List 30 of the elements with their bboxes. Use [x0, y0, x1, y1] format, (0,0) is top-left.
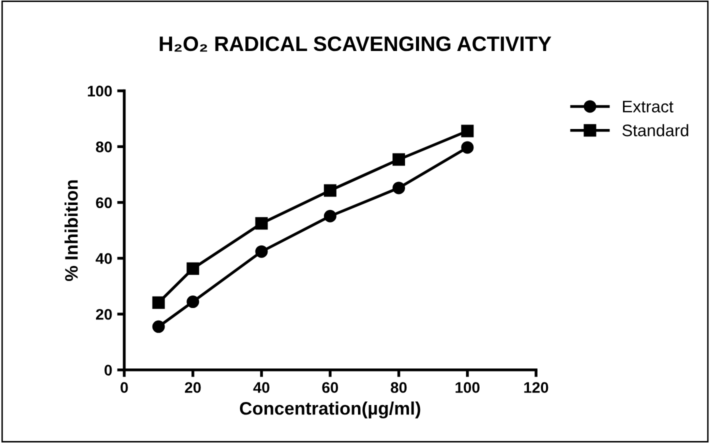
y-tick-label: 100 [88, 86, 112, 96]
point [255, 245, 268, 258]
point [461, 141, 474, 154]
legend-label: Standard [622, 124, 688, 136]
x-tick-label: 20 [184, 382, 201, 393]
y-tick-label: 40 [96, 253, 112, 264]
y-tick-label: 20 [96, 308, 112, 320]
point [186, 296, 200, 308]
point [324, 210, 336, 222]
x-tick-label: 100 [456, 382, 480, 393]
x-axis-title: Concentration(µg/ml) [240, 402, 420, 418]
x-tick-label: 120 [524, 382, 548, 393]
point [255, 217, 268, 230]
x-tick-label: 60 [322, 382, 338, 393]
x-tick-label: 80 [390, 382, 407, 393]
point [392, 182, 406, 194]
chart-title: H₂O₂ RADICAL SCAVENGING ACTIVITY [160, 36, 552, 52]
x-tick-label: 40 [253, 382, 270, 393]
y-tick-label: 60 [96, 197, 112, 208]
y-axis-title: % Inhibition [64, 180, 78, 282]
point [152, 320, 165, 333]
point [461, 124, 474, 138]
point [324, 184, 336, 197]
y-tick-label: 80 [96, 142, 112, 152]
y-tick-label: 0 [104, 364, 112, 376]
x-tick-label: 0 [120, 382, 128, 393]
legend-label: Extract [623, 100, 674, 112]
point [152, 296, 165, 309]
point [186, 262, 200, 275]
point [392, 153, 406, 166]
